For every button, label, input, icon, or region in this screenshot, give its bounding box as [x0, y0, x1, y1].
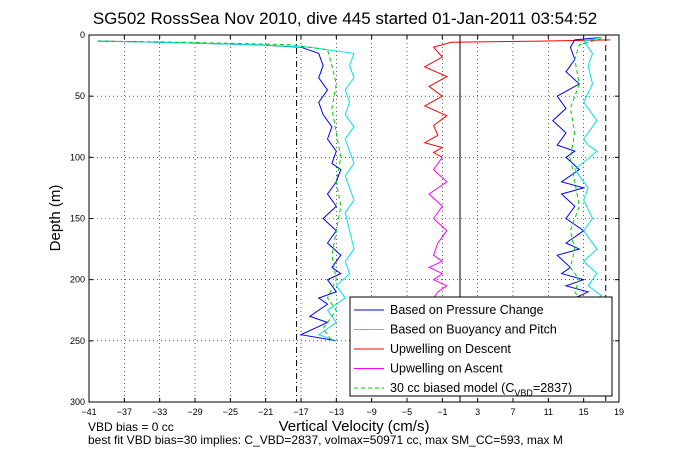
legend-label: Based on Buoyancy and Pitch	[390, 323, 557, 337]
vbd-bias-note: VBD bias = 0 cc	[88, 420, 174, 434]
legend-box	[349, 296, 613, 397]
legend-label: Based on Pressure Change	[390, 303, 544, 317]
x-tick-label: −13	[329, 407, 344, 417]
x-tick-label: 3	[475, 407, 480, 417]
x-tick-label: −17	[293, 407, 308, 417]
legend-subscript: VBD	[514, 388, 533, 398]
y-tick-label: 100	[70, 152, 85, 162]
x-tick-label: 7	[510, 407, 515, 417]
chart-title: SG502 RossSea Nov 2010, dive 445 started…	[93, 9, 597, 28]
y-tick-label: 250	[70, 336, 85, 346]
best-fit-note: best fit VBD bias=30 implies: C_VBD=2837…	[88, 433, 563, 447]
series-line	[574, 36, 603, 305]
series-line	[97, 40, 355, 342]
legend-label: Upwelling on Descent	[390, 342, 511, 356]
series-layer	[97, 36, 611, 342]
x-tick-label: −1	[437, 407, 447, 417]
x-tick-label: −29	[187, 407, 202, 417]
x-tick-label: 11	[544, 407, 553, 417]
y-tick-label: 50	[75, 91, 85, 101]
legend-label: Upwelling on Ascent	[390, 362, 503, 376]
series-line	[552, 36, 602, 305]
x-tick-label: −33	[152, 407, 167, 417]
x-tick-label: −21	[258, 407, 273, 417]
x-tick-label: 15	[579, 407, 589, 417]
x-tick-label: 19	[614, 407, 624, 417]
x-tick-label: −25	[223, 407, 238, 417]
x-tick-label: −5	[402, 407, 412, 417]
legend-label-tail: =2837)	[533, 381, 572, 395]
series-line	[97, 40, 342, 342]
x-tick-label: −37	[117, 407, 132, 417]
series-line	[427, 157, 448, 305]
x-tick-label: −9	[367, 407, 377, 417]
y-tick-label: 0	[80, 30, 85, 40]
x-tick-label: −41	[81, 407, 96, 417]
series-line	[423, 39, 611, 158]
legend: Based on Pressure Change Based on Buoyanc…	[349, 296, 613, 398]
ticks: −41 −37 −33 −29 −25 −21 −17 −13 −9 −5 −1 3 7 11 15 1905…	[70, 30, 624, 417]
series-line	[97, 40, 342, 342]
x-axis-label: Vertical Velocity (cm/s)	[279, 418, 430, 435]
y-axis-label: Depth (m)	[47, 185, 64, 252]
y-tick-label: 300	[70, 397, 85, 407]
y-tick-label: 200	[70, 275, 85, 285]
y-tick-label: 150	[70, 214, 85, 224]
series-line	[569, 38, 602, 305]
